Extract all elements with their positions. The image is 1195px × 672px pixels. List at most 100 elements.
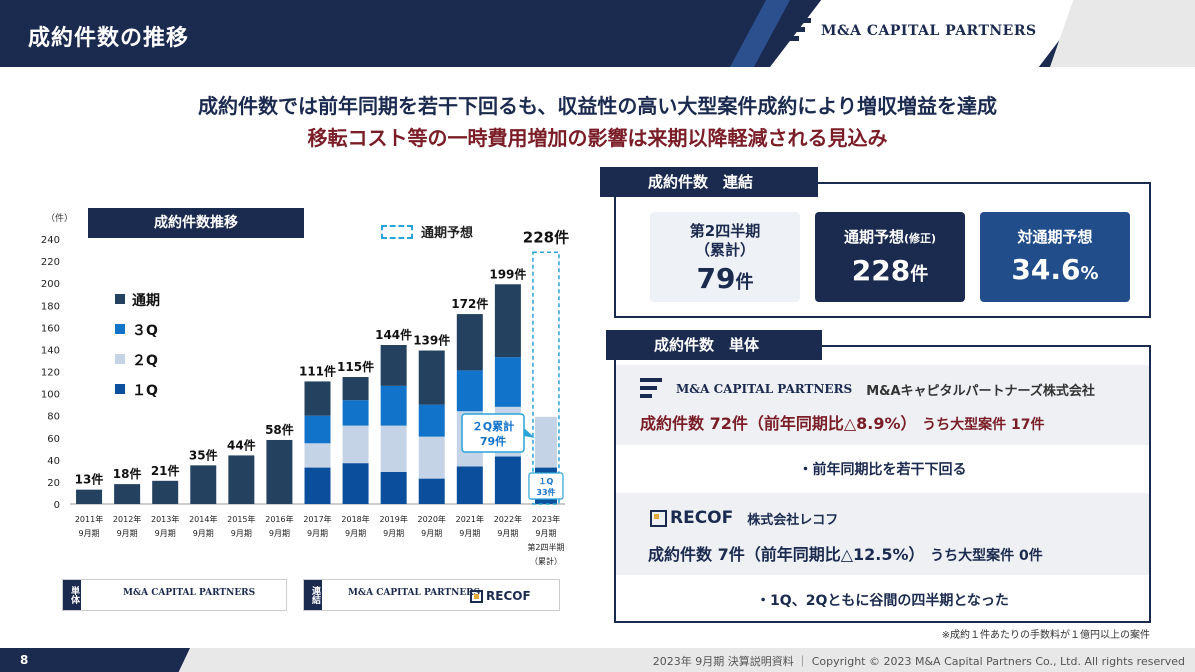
page-number: 8 (0, 648, 190, 672)
x-tick-label: 2022年 (494, 514, 522, 524)
y-tick-label: 20 (47, 478, 60, 489)
x-tick-label: 9月期 (193, 529, 214, 538)
x-tick-label: 2020年 (418, 514, 446, 524)
legend-label: １Q (132, 383, 158, 399)
bar-segment (304, 467, 331, 504)
x-tick-label: 2019年 (379, 514, 407, 524)
recof-mark-icon (470, 589, 483, 603)
bar-segment (418, 350, 445, 405)
x-tick-label: 9月期 (535, 529, 556, 538)
recof-logo-text: RECOF (486, 589, 531, 603)
bar-total-label: 13件 (75, 472, 104, 487)
q1-callout-box (528, 472, 564, 500)
mcp-bullet: ・前年同期比を若干下回る (798, 462, 967, 478)
y-tick-label: 240 (41, 235, 60, 246)
kpi-full-year-forecast: 通期予想(修正) 228件 (815, 212, 965, 302)
bar-segment (342, 463, 369, 504)
bar-segment (380, 471, 407, 504)
x-tick-label: 2011年 (75, 514, 103, 524)
forecast-legend-label: 通期予想 (421, 226, 474, 241)
y-tick-label: 220 (41, 257, 60, 268)
standalone-brand: M&A CAPITAL PARTNERS (123, 588, 256, 598)
q1-callout-title: １Q (539, 477, 554, 486)
mcp-brand: M&A CAPITAL PARTNERS (676, 382, 853, 396)
kpi-q2-value: 79 (696, 262, 736, 295)
x-tick-label: 9月期 (117, 529, 138, 538)
x-tick-label: 2012年 (113, 514, 141, 524)
x-tick-label: （累計） (530, 556, 562, 566)
bar-segment (342, 377, 369, 401)
recof-bullet: ・1Q、2Qともに谷間の四半期となった (756, 593, 1009, 609)
chart-footer-standalone: 単体 M&A CAPITAL PARTNERS (62, 579, 287, 611)
kpi-forecast-value: 228 (851, 254, 911, 287)
bar-segment (418, 404, 445, 437)
y-tick-label: 80 (47, 412, 60, 423)
bar-total-label: 21件 (151, 463, 180, 478)
y-tick-label: 60 (47, 434, 60, 445)
kpi-forecast-unit: 件 (910, 264, 929, 285)
headline-line1: 成約件数では前年同期を若干下回るも、収益性の高い大型案件成約により増収増益を達成 (198, 94, 997, 118)
bar-segment (456, 314, 483, 371)
q1-callout-value: 33件 (536, 487, 555, 497)
kpi-q2-cumulative: 第2四半期 （累計） 79件 (650, 212, 800, 302)
x-tick-label: 2023年 (532, 514, 560, 524)
y-tick-label: 120 (41, 368, 60, 379)
footer: 8 2023年 9月期 決算説明資料 ｜ Copyright © 2023 M&… (0, 648, 1195, 672)
page-title: 成約件数の推移 (28, 26, 190, 51)
x-tick-label: 9月期 (497, 529, 518, 538)
y-tick-label: 160 (41, 323, 60, 334)
recof-company: 株式会社レコフ (747, 512, 839, 528)
x-tick-label: 9月期 (345, 529, 366, 538)
mcp-logo-icon (640, 378, 662, 400)
kpi-forecast-label: 通期予想 (843, 228, 904, 246)
y-tick-label: 40 (47, 456, 60, 467)
recof-brand: RECOF (670, 508, 734, 528)
bar-segment (380, 425, 407, 472)
bar-segment (418, 436, 445, 479)
x-tick-label: 9月期 (459, 529, 480, 538)
legend-label: 通期 (132, 293, 160, 309)
brand-logo-icon (785, 18, 811, 44)
bar-segment (494, 406, 521, 457)
x-tick-label: 9月期 (78, 529, 99, 538)
bar-total-label: 44件 (227, 437, 256, 452)
bar-total-label: 172件 (451, 296, 488, 311)
y-tick-label: 0 (54, 500, 60, 511)
mcp-company: M&Aキャピタルパートナーズ株式会社 (866, 383, 1095, 399)
kpi-q2-label: 第2四半期 (689, 222, 761, 240)
x-tick-label: 2013年 (151, 514, 179, 524)
y-tick-label: 100 (41, 390, 60, 401)
legend-swatch (115, 294, 125, 304)
bar-segment (456, 466, 483, 504)
standalone-title: 成約件数 単体 (606, 330, 822, 360)
bar-segment (418, 478, 445, 504)
bar-total-label: 199件 (489, 266, 526, 281)
x-tick-label: 2014年 (189, 514, 217, 524)
forecast-legend-swatch (381, 224, 413, 239)
header-wedge-grey (1050, 0, 1195, 67)
chart-footer-consolidated: 連結 M&A CAPITAL PARTNERS RECOF (303, 579, 560, 611)
header-wedge (770, 0, 1090, 67)
legend-label: ２Q (132, 353, 158, 369)
x-tick-label: 9月期 (421, 529, 442, 538)
bar-total-label: 35件 (189, 447, 218, 462)
mcp-row (616, 365, 1149, 445)
q2-callout-box (461, 413, 525, 453)
recof-deals-line: 成約件数 7件（前年同期比△12.5%） (648, 545, 925, 564)
x-tick-label: 2015年 (227, 514, 255, 524)
bar-segment (534, 416, 557, 468)
footnote: ※成約１件あたりの手数料が１億円以上の案件 (941, 630, 1150, 641)
bar-segment (494, 456, 521, 504)
bar-total-label: 144件 (375, 327, 412, 342)
recof-brand-logo: RECOF (650, 508, 733, 528)
kpi-q2-unit: 件 (735, 272, 754, 293)
copyright: 2023年 9月期 決算説明資料 ｜ Copyright © 2023 M&A … (652, 655, 1185, 668)
bar-segment (152, 480, 179, 504)
q2-callout-value: 79件 (480, 434, 506, 448)
x-tick-label: 第2四半期 (527, 542, 564, 552)
standalone-tag: 単体 (63, 580, 81, 610)
x-tick-label: 9月期 (231, 529, 252, 538)
bar-segment (494, 357, 521, 407)
bar-segment (456, 370, 483, 412)
bar-segment (534, 467, 557, 504)
